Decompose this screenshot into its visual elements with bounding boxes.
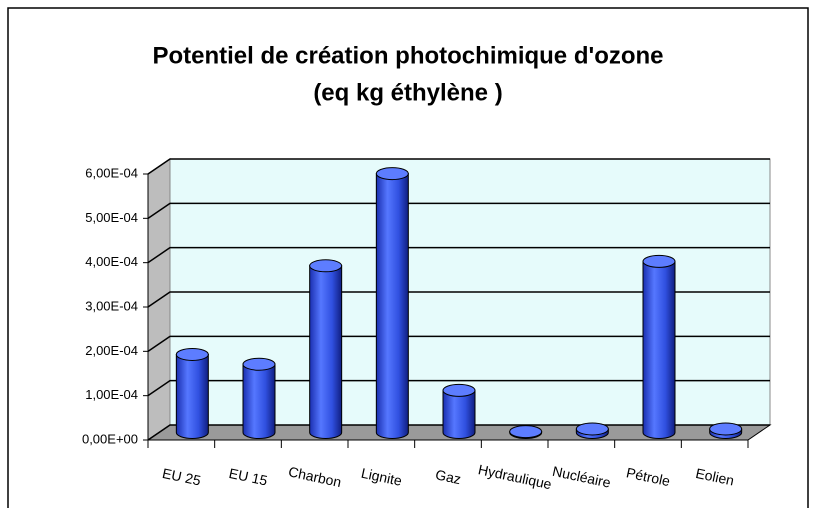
bar-top	[309, 259, 343, 273]
y-tick-label: 4,00E-04	[85, 254, 138, 269]
grid-line	[147, 335, 770, 352]
y-tick-label: 1,00E-04	[85, 387, 138, 402]
bar	[375, 173, 409, 439]
x-tick-label: Hydraulique	[477, 461, 554, 492]
x-tick-label: EU 15	[228, 465, 270, 489]
grid-line	[147, 424, 770, 441]
x-tick-label: Gaz	[434, 466, 462, 487]
chart-title: Potentiel de création photochimique d'oz…	[152, 42, 663, 69]
bar	[175, 353, 209, 439]
chart-border	[7, 7, 809, 508]
x-tick-label: Nucléaire	[551, 463, 612, 491]
grid-line	[147, 379, 770, 397]
grid-line	[147, 158, 770, 175]
bar	[309, 265, 343, 439]
grid-line	[147, 202, 770, 219]
bar-top	[442, 383, 476, 397]
bar-top	[175, 347, 209, 361]
x-tick-label: Pétrole	[625, 464, 672, 489]
x-tick-label: EU 25	[161, 465, 203, 489]
bar-top	[575, 422, 609, 436]
x-tick-label: Eolien	[694, 465, 735, 489]
bar	[442, 389, 476, 439]
plot-area: 0,00E+00 1,00E-04 2,00E-04 3,00E-04 4,00E-04…	[82, 158, 772, 492]
bar	[642, 260, 676, 439]
x-tick-label: Charbon	[287, 463, 343, 490]
y-tick-label: 6,00E-04	[85, 165, 138, 180]
y-tick-label: 3,00E-04	[85, 298, 138, 313]
bar-top	[242, 357, 276, 371]
bar-top	[375, 167, 409, 181]
bar-top	[509, 425, 543, 439]
bar-top	[642, 254, 676, 268]
grid-line	[147, 246, 770, 264]
y-tick-label: 5,00E-04	[85, 210, 138, 225]
y-tick-label: 2,00E-04	[85, 343, 138, 358]
y-tick-label: 0,00E+00	[82, 431, 138, 446]
chart-subtitle: (eq kg éthylène )	[313, 79, 502, 106]
grid-line	[147, 291, 770, 308]
bar-top	[709, 422, 743, 436]
bar	[242, 363, 276, 439]
x-tick-label: Lignite	[360, 465, 404, 489]
